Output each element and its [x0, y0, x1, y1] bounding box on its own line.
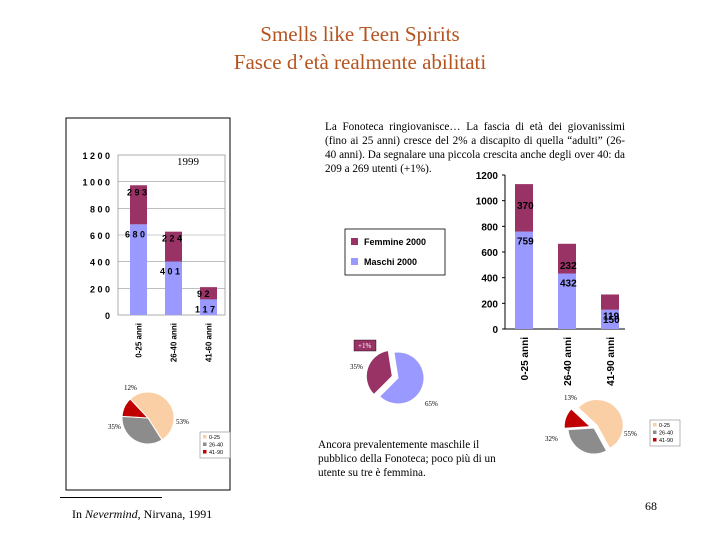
pie-genere-slice-1	[365, 349, 393, 396]
value-label-femmine: 9 2	[197, 289, 210, 299]
x-tick-label: 26-40 anni	[563, 337, 574, 386]
pie-2000-legend-label: 26-40	[659, 431, 673, 437]
pie-2000-value-label: 32%	[545, 435, 558, 443]
footnote-prefix: In	[72, 507, 85, 521]
y-tick-label: 800	[481, 222, 498, 233]
intro-paragraph: La Fonoteca ringiovanisce… La fascia di …	[325, 121, 625, 175]
x-tick-label: 41-90 anni	[606, 337, 617, 386]
footnote-rest: , Nirvana, 1991	[137, 507, 213, 521]
bar-maschi-1	[558, 273, 576, 329]
pie-1999-legend-swatch-0	[203, 435, 207, 439]
x-tick-label: 0-25 anni	[520, 337, 531, 381]
page-title: Smells like Teen Spirits	[260, 22, 460, 46]
bar-femmine-0	[130, 185, 147, 225]
pie-2000-legend-swatch-2	[653, 438, 657, 442]
y-tick-label: 200	[481, 299, 498, 310]
value-label-maschi: 1 1 7	[195, 304, 215, 314]
bar-femmine-1	[165, 231, 182, 262]
pie-1999-value-label: 53%	[176, 418, 189, 426]
pie-1999-legend-label: 26-40	[209, 443, 223, 449]
pie-genere-annotation: +1%	[358, 342, 371, 350]
bar-maschi-2	[601, 309, 619, 329]
value-label-femmine: 2 2 4	[162, 234, 182, 244]
bar-femmine-0	[515, 184, 533, 232]
value-label-femmine: 370	[517, 201, 534, 212]
value-label-maschi: 759	[517, 237, 534, 248]
x-tick-label: 0-25 anni	[135, 323, 144, 358]
pie-2000-slice-0	[577, 399, 624, 450]
pie-1999-slice-1	[121, 415, 163, 445]
outro-paragraph: Ancora prevalentemente maschile il pubbl…	[318, 439, 496, 479]
y-tick-label: 1 2 0 0	[82, 151, 110, 161]
bar-maschi-1	[165, 261, 182, 315]
legend-box	[344, 228, 446, 276]
pie-2000-slice-1	[567, 427, 608, 455]
bar-femmine-1	[558, 243, 576, 274]
pie-1999-legend-label: 41-90	[209, 450, 223, 456]
y-tick-label: 1 0 0 0	[82, 178, 110, 188]
pie-2000-legend-swatch-0	[653, 423, 657, 427]
pie-1999-slice-0	[129, 391, 175, 441]
chart-frame	[65, 117, 231, 491]
pie-1999-legend-swatch-1	[203, 442, 207, 446]
y-tick-label: 600	[481, 248, 498, 259]
bar-maschi-2	[200, 299, 217, 315]
pie-2000-legend-label: 41-90	[659, 438, 673, 444]
pie-1999-slice-2	[121, 398, 150, 419]
bar-maschi-0	[515, 231, 533, 329]
pie-2000-legend-label: 0-25	[659, 423, 670, 429]
legend-label: Femmine 2000	[364, 237, 426, 247]
pie-2000-value-label: 13%	[564, 394, 577, 402]
value-label-maschi: 6 8 0	[125, 229, 145, 239]
pie-2000-value-label: 55%	[624, 430, 637, 438]
legend-label: Maschi 2000	[364, 257, 417, 267]
bar-maschi-0	[130, 224, 147, 315]
pie-1999-value-label: 35%	[108, 423, 121, 431]
value-label-femmine: 2 9 3	[127, 187, 147, 197]
value-label-femmine: 232	[560, 261, 577, 272]
value-label-maschi: 150	[603, 315, 620, 326]
y-tick-label: 0	[105, 311, 110, 321]
x-tick-label: 41-60 anni	[205, 323, 214, 362]
chart-title: 1999	[177, 156, 200, 168]
y-tick-label: 4 0 0	[90, 258, 110, 268]
x-tick-label: 26-40 anni	[170, 323, 179, 362]
page-number: 68	[645, 499, 657, 513]
pie-genere-slice-0	[378, 351, 425, 405]
legend-swatch-0	[351, 238, 358, 245]
y-tick-label: 6 0 0	[90, 231, 110, 241]
footnote: In Nevermind, Nirvana, 1991	[72, 507, 212, 522]
page-subtitle: Fasce d’età realmente abilitati	[233, 50, 487, 74]
footnote-album: Nevermind	[85, 507, 138, 521]
y-tick-label: 400	[481, 274, 498, 285]
y-tick-label: 1000	[476, 197, 499, 208]
value-label-femmine: 119	[603, 311, 620, 322]
bar-femmine-2	[200, 287, 217, 300]
pie-genere-value-label: 35%	[350, 363, 363, 371]
footnote-rule	[60, 497, 162, 498]
pie-1999-legend-swatch-2	[203, 450, 207, 454]
pie-1999-legend-label: 0-25	[209, 435, 220, 441]
legend-swatch-1	[351, 258, 358, 265]
y-tick-label: 1200	[476, 171, 499, 182]
value-label-maschi: 4 0 1	[160, 267, 180, 277]
value-label-maschi: 432	[560, 279, 577, 290]
pie-2000-slice-2	[563, 408, 592, 429]
pie-genere-annotation-box	[353, 339, 377, 352]
y-tick-label: 0	[492, 325, 498, 336]
pie-1999-value-label: 12%	[124, 384, 137, 392]
pie-genere-value-label: 65%	[425, 400, 438, 408]
bar-femmine-2	[601, 294, 619, 310]
y-tick-label: 8 0 0	[90, 204, 110, 214]
y-tick-label: 2 0 0	[90, 284, 110, 294]
pie-2000-legend-swatch-1	[653, 430, 657, 434]
